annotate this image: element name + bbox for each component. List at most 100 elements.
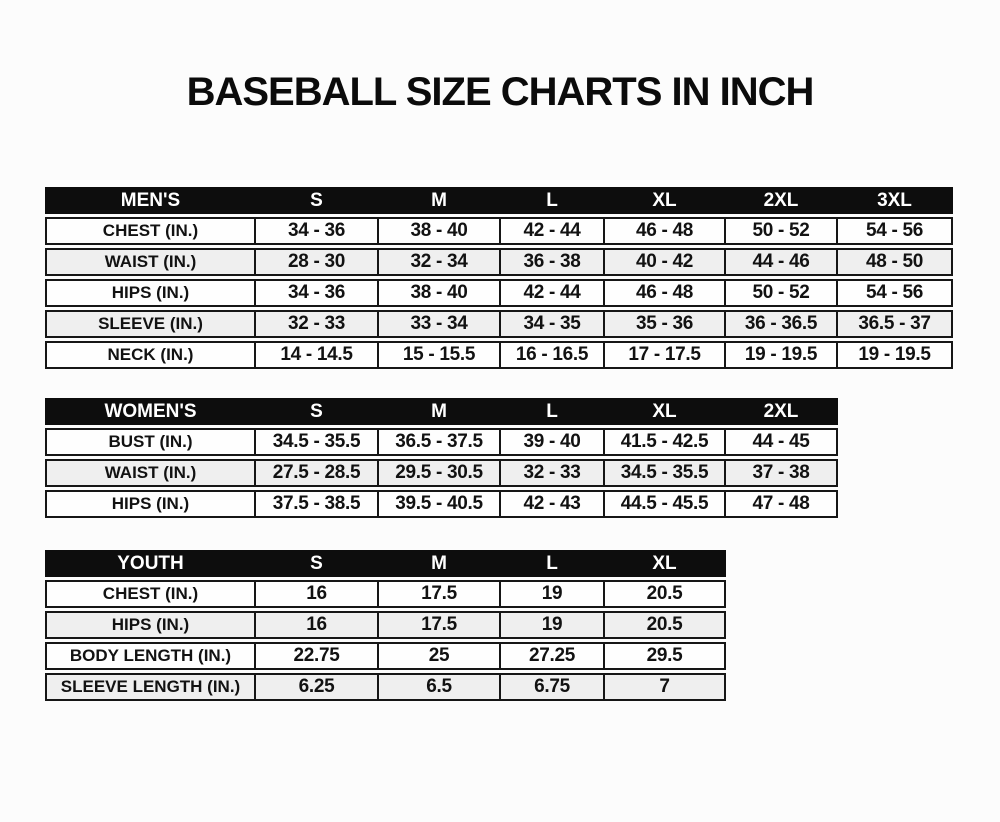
table-row: CHEST (IN.) 34 - 36 38 - 40 42 - 44 46 - 48 5…: [45, 217, 953, 245]
row-label: WAIST (IN.): [45, 248, 256, 276]
row-label: CHEST (IN.): [45, 580, 256, 608]
table-title-cell: MEN'S: [45, 187, 256, 214]
size-value-cell: 16 - 16.5: [501, 341, 605, 369]
size-value-cell: 36 - 36.5: [726, 310, 838, 338]
size-value-cell: 54 - 56: [838, 279, 953, 307]
size-value-cell: 19 - 19.5: [726, 341, 838, 369]
womens-size-table: WOMEN'S S M L XL 2XL BUST (IN.) 34.5 - 35.5 36.5…: [45, 395, 838, 521]
size-value-cell: 54 - 56: [838, 217, 953, 245]
size-value-cell: 34 - 35: [501, 310, 605, 338]
size-value-cell: 22.75: [256, 642, 379, 670]
column-header: 3XL: [838, 187, 953, 214]
youth-size-table: YOUTH S M L XL CHEST (IN.) 16 17.5 19 20.5 HIPS (I…: [45, 547, 726, 704]
size-value-cell: 42 - 44: [501, 279, 605, 307]
size-value-cell: 6.75: [501, 673, 605, 701]
size-value-cell: 48 - 50: [838, 248, 953, 276]
column-header: M: [379, 550, 501, 577]
size-value-cell: 32 - 33: [256, 310, 379, 338]
table-title-cell: WOMEN'S: [45, 398, 256, 425]
table-row: NECK (IN.) 14 - 14.5 15 - 15.5 16 - 16.5 17 …: [45, 341, 953, 369]
size-value-cell: 29.5 - 30.5: [379, 459, 501, 487]
size-value-cell: 36 - 38: [501, 248, 605, 276]
size-value-cell: 20.5: [605, 611, 726, 639]
size-value-cell: 44.5 - 45.5: [605, 490, 726, 518]
size-value-cell: 29.5: [605, 642, 726, 670]
size-value-cell: 27.5 - 28.5: [256, 459, 379, 487]
size-value-cell: 41.5 - 42.5: [605, 428, 726, 456]
column-header: L: [501, 398, 605, 425]
page-title: BASEBALL SIZE CHARTS IN INCH: [186, 70, 815, 114]
size-value-cell: 36.5 - 37.5: [379, 428, 501, 456]
size-value-cell: 47 - 48: [726, 490, 838, 518]
row-label: BUST (IN.): [45, 428, 256, 456]
size-value-cell: 33 - 34: [379, 310, 501, 338]
column-header: S: [256, 550, 379, 577]
table-title-cell: YOUTH: [45, 550, 256, 577]
size-value-cell: 38 - 40: [379, 279, 501, 307]
tables-container: MEN'S S M L XL 2XL 3XL CHEST (IN.) 34 - 36 38 - 4…: [0, 184, 1000, 704]
size-chart-page: BASEBALL SIZE CHARTS IN INCH MEN'S S M L XL 2…: [0, 70, 1000, 822]
size-value-cell: 35 - 36: [605, 310, 726, 338]
size-value-cell: 34.5 - 35.5: [605, 459, 726, 487]
size-value-cell: 19 - 19.5: [838, 341, 953, 369]
size-value-cell: 6.5: [379, 673, 501, 701]
table-row: SLEEVE LENGTH (IN.) 6.25 6.5 6.75 7: [45, 673, 726, 701]
size-value-cell: 37.5 - 38.5: [256, 490, 379, 518]
size-value-cell: 42 - 43: [501, 490, 605, 518]
size-value-cell: 50 - 52: [726, 217, 838, 245]
size-value-cell: 34 - 36: [256, 279, 379, 307]
size-value-cell: 20.5: [605, 580, 726, 608]
row-label: WAIST (IN.): [45, 459, 256, 487]
size-value-cell: 6.25: [256, 673, 379, 701]
size-value-cell: 42 - 44: [501, 217, 605, 245]
column-header: L: [501, 550, 605, 577]
column-header: S: [256, 187, 379, 214]
column-header: S: [256, 398, 379, 425]
size-value-cell: 25: [379, 642, 501, 670]
size-value-cell: 19: [501, 580, 605, 608]
column-header: M: [379, 187, 501, 214]
size-value-cell: 39 - 40: [501, 428, 605, 456]
column-header: XL: [605, 187, 726, 214]
size-value-cell: 14 - 14.5: [256, 341, 379, 369]
size-value-cell: 36.5 - 37: [838, 310, 953, 338]
row-label: HIPS (IN.): [45, 490, 256, 518]
column-header: L: [501, 187, 605, 214]
size-value-cell: 34 - 36: [256, 217, 379, 245]
size-value-cell: 17.5: [379, 611, 501, 639]
table-row: HIPS (IN.) 16 17.5 19 20.5: [45, 611, 726, 639]
column-header: 2XL: [726, 187, 838, 214]
size-value-cell: 16: [256, 580, 379, 608]
size-value-cell: 39.5 - 40.5: [379, 490, 501, 518]
mens-size-table: MEN'S S M L XL 2XL 3XL CHEST (IN.) 34 - 36 38 - 4…: [45, 184, 953, 372]
row-label: SLEEVE (IN.): [45, 310, 256, 338]
row-label: HIPS (IN.): [45, 279, 256, 307]
size-value-cell: 28 - 30: [256, 248, 379, 276]
size-value-cell: 50 - 52: [726, 279, 838, 307]
size-value-cell: 34.5 - 35.5: [256, 428, 379, 456]
size-value-cell: 17 - 17.5: [605, 341, 726, 369]
size-value-cell: 15 - 15.5: [379, 341, 501, 369]
table-row: BODY LENGTH (IN.) 22.75 25 27.25 29.5: [45, 642, 726, 670]
row-label: NECK (IN.): [45, 341, 256, 369]
header-row: WOMEN'S S M L XL 2XL: [45, 398, 838, 425]
size-value-cell: 7: [605, 673, 726, 701]
size-value-cell: 27.25: [501, 642, 605, 670]
column-header: XL: [605, 550, 726, 577]
table-row: HIPS (IN.) 37.5 - 38.5 39.5 - 40.5 42 - 43 4…: [45, 490, 838, 518]
table-row: HIPS (IN.) 34 - 36 38 - 40 42 - 44 46 - 48 50…: [45, 279, 953, 307]
size-value-cell: 16: [256, 611, 379, 639]
size-value-cell: 32 - 34: [379, 248, 501, 276]
column-header: M: [379, 398, 501, 425]
table-row: BUST (IN.) 34.5 - 35.5 36.5 - 37.5 39 - 40 4…: [45, 428, 838, 456]
size-value-cell: 32 - 33: [501, 459, 605, 487]
size-value-cell: 37 - 38: [726, 459, 838, 487]
table-row: SLEEVE (IN.) 32 - 33 33 - 34 34 - 35 35 - 36…: [45, 310, 953, 338]
size-value-cell: 19: [501, 611, 605, 639]
size-value-cell: 38 - 40: [379, 217, 501, 245]
column-header: 2XL: [726, 398, 838, 425]
size-value-cell: 44 - 46: [726, 248, 838, 276]
size-value-cell: 46 - 48: [605, 279, 726, 307]
size-value-cell: 17.5: [379, 580, 501, 608]
size-value-cell: 44 - 45: [726, 428, 838, 456]
